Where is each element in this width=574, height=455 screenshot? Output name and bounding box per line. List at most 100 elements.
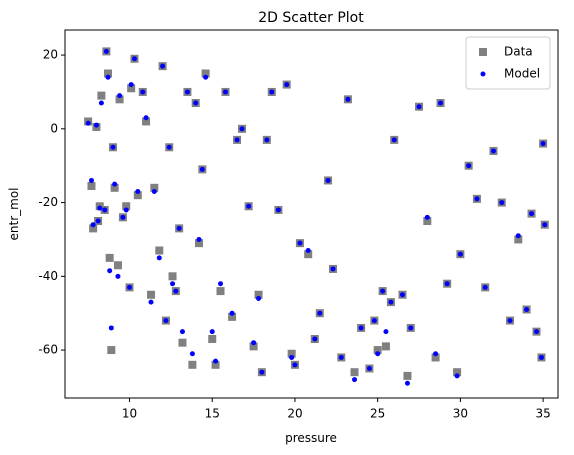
legend-swatch [479, 48, 487, 56]
data-point [176, 225, 182, 231]
data-point [208, 335, 217, 344]
data-point [218, 281, 224, 287]
y-tick-label: 20 [43, 48, 58, 62]
data-point [155, 246, 164, 255]
data-point [127, 84, 136, 93]
data-point [269, 89, 275, 95]
data-point [209, 329, 215, 335]
x-tick-label: 15 [205, 407, 220, 421]
data-point [170, 281, 176, 287]
data-point [203, 74, 209, 80]
data-point [110, 183, 119, 192]
data-point [173, 288, 179, 294]
data-point [239, 126, 245, 132]
data-point [275, 207, 281, 213]
data-point [380, 288, 386, 294]
data-point [482, 284, 488, 290]
data-point [515, 233, 521, 239]
data-point [403, 371, 412, 380]
data-point [249, 342, 258, 351]
data-point [408, 325, 414, 331]
data-point [222, 89, 228, 95]
data-point [507, 318, 513, 324]
y-tick-label: 0 [50, 121, 58, 135]
legend-label: Data [504, 45, 533, 59]
data-point [474, 196, 480, 202]
data-point [466, 163, 472, 169]
data-point [188, 360, 197, 369]
data-point [163, 318, 169, 324]
data-point [284, 82, 290, 88]
data-point [287, 349, 296, 358]
data-point [542, 222, 548, 228]
data-point [383, 329, 389, 335]
data-point [151, 189, 157, 195]
data-point [89, 224, 98, 233]
data-point [201, 69, 210, 78]
data-point [264, 137, 270, 143]
data-point [438, 100, 444, 106]
data-point [150, 183, 159, 192]
data-point [98, 100, 104, 106]
x-tick-label: 25 [370, 407, 385, 421]
data-point [490, 148, 496, 154]
data-point [123, 207, 129, 213]
data-point [454, 373, 460, 379]
data-point [388, 299, 394, 305]
data-point [540, 141, 546, 147]
data-point [424, 214, 430, 220]
x-tick-label: 30 [453, 407, 468, 421]
legend: Data Model [465, 36, 551, 90]
data-point [142, 117, 151, 126]
data-point [107, 346, 116, 355]
legend-swatch [480, 71, 486, 77]
data-point [184, 89, 190, 95]
data-point [131, 56, 137, 62]
chart-title: 2D Scatter Plot [258, 10, 364, 26]
data-point [330, 266, 336, 272]
data-point [325, 177, 331, 183]
data-point [254, 290, 263, 299]
data-point [110, 144, 116, 150]
data-point [423, 217, 432, 226]
data-point [229, 310, 235, 316]
data-point [312, 336, 318, 342]
data-point [371, 318, 377, 324]
data-point [399, 292, 405, 298]
data-point [115, 95, 124, 104]
data-point [391, 137, 397, 143]
data-point [251, 340, 257, 346]
data-point [529, 211, 535, 217]
data-point [148, 299, 154, 305]
x-tick-label: 35 [535, 407, 550, 421]
data-point [366, 366, 372, 372]
y-tick-label: -40 [38, 269, 58, 283]
data-point [375, 351, 381, 357]
data-point [524, 307, 530, 313]
y-tick-label: -20 [38, 195, 58, 209]
data-point [514, 235, 523, 244]
data-point [305, 248, 311, 254]
data-point [416, 104, 422, 110]
data-point [381, 342, 390, 351]
data-point [168, 272, 177, 281]
data-point [317, 310, 323, 316]
data-point [120, 214, 126, 220]
data-point [196, 236, 202, 242]
plot-frame [64, 29, 559, 399]
data-point [156, 255, 162, 261]
data-point [453, 368, 462, 377]
data-point [87, 181, 96, 190]
data-point [259, 369, 265, 375]
data-point [102, 207, 108, 213]
data-point [538, 354, 544, 360]
data-point [88, 177, 94, 183]
data-point [195, 239, 204, 248]
data-point [93, 122, 99, 128]
data-point [350, 368, 359, 377]
data-point [122, 202, 131, 211]
data-point [216, 287, 225, 296]
x-tick-label: 20 [287, 407, 302, 421]
data-point [213, 358, 219, 364]
data-point [431, 353, 440, 362]
